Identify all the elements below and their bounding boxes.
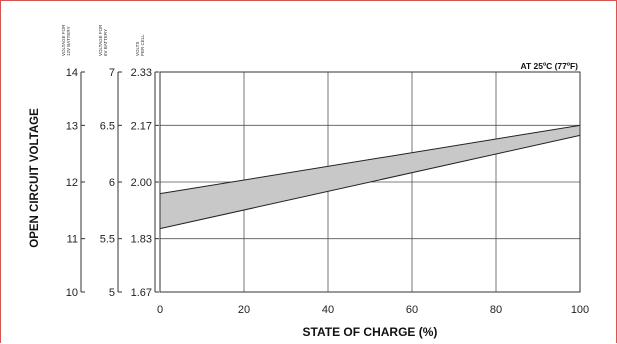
axis-6v-tick-label: 6	[109, 177, 115, 189]
y-axis-title: OPEN CIRCUIT VOLTAGE	[29, 108, 41, 248]
x-tick-label: 40	[322, 304, 334, 316]
x-axis-title: STATE OF CHARGE (%)	[303, 325, 438, 339]
axis-6v-header: VOLTAGE FOR	[98, 24, 103, 56]
x-tick-label: 20	[238, 304, 250, 316]
axis-per-cell-header: VOLTS	[135, 42, 140, 56]
axis-12v-header: 12V BATTERY	[66, 26, 71, 56]
voltage-range-band	[160, 125, 580, 229]
axis-12v-tick-label: 10	[66, 287, 78, 299]
x-tick-label: 0	[157, 304, 163, 316]
axis-12v-tick-label: 11	[67, 234, 78, 246]
upper-voltage-line	[159, 124, 581, 195]
x-tick-label: 80	[490, 304, 502, 316]
plot-border	[159, 71, 581, 293]
temperature-annotation: AT 25ºC (77ºF)	[520, 61, 578, 71]
axis-per-cell-tick-label: 2.00	[131, 177, 152, 189]
axis-6v-tick-label: 5.5	[100, 234, 115, 246]
x-tick-label: 100	[571, 304, 589, 316]
axis-12v-tick-label: 14	[66, 67, 78, 79]
x-axis-ticks: 0 20 40 60 80 100	[157, 304, 589, 316]
axis-per-cell-tick-label: 2.33	[131, 67, 152, 79]
axis-6v-tick-label: 7	[109, 67, 115, 79]
axis-6v-tick-label: 6.5	[100, 120, 115, 132]
axis-per-cell-header: PER CELL	[140, 34, 145, 56]
axis-per-cell-tick-label: 1.67	[131, 287, 152, 299]
axis-6v-tick-label: 5	[109, 287, 115, 299]
x-tick-label: 60	[406, 304, 418, 316]
lower-voltage-line	[159, 134, 581, 230]
axis-6v-header: 6V BATTERY	[103, 29, 108, 56]
axis-12v-header: VOLTAGE FOR	[61, 24, 66, 56]
y-axes: VOLTAGE FOR 12V BATTERY1011121314VOLTAGE …	[61, 24, 159, 299]
axis-12v-tick-label: 12	[66, 177, 78, 189]
axis-12v-tick-label: 13	[66, 120, 78, 132]
axis-per-cell-tick-label: 1.83	[131, 234, 152, 246]
axis-per-cell-tick-label: 2.17	[131, 120, 152, 132]
